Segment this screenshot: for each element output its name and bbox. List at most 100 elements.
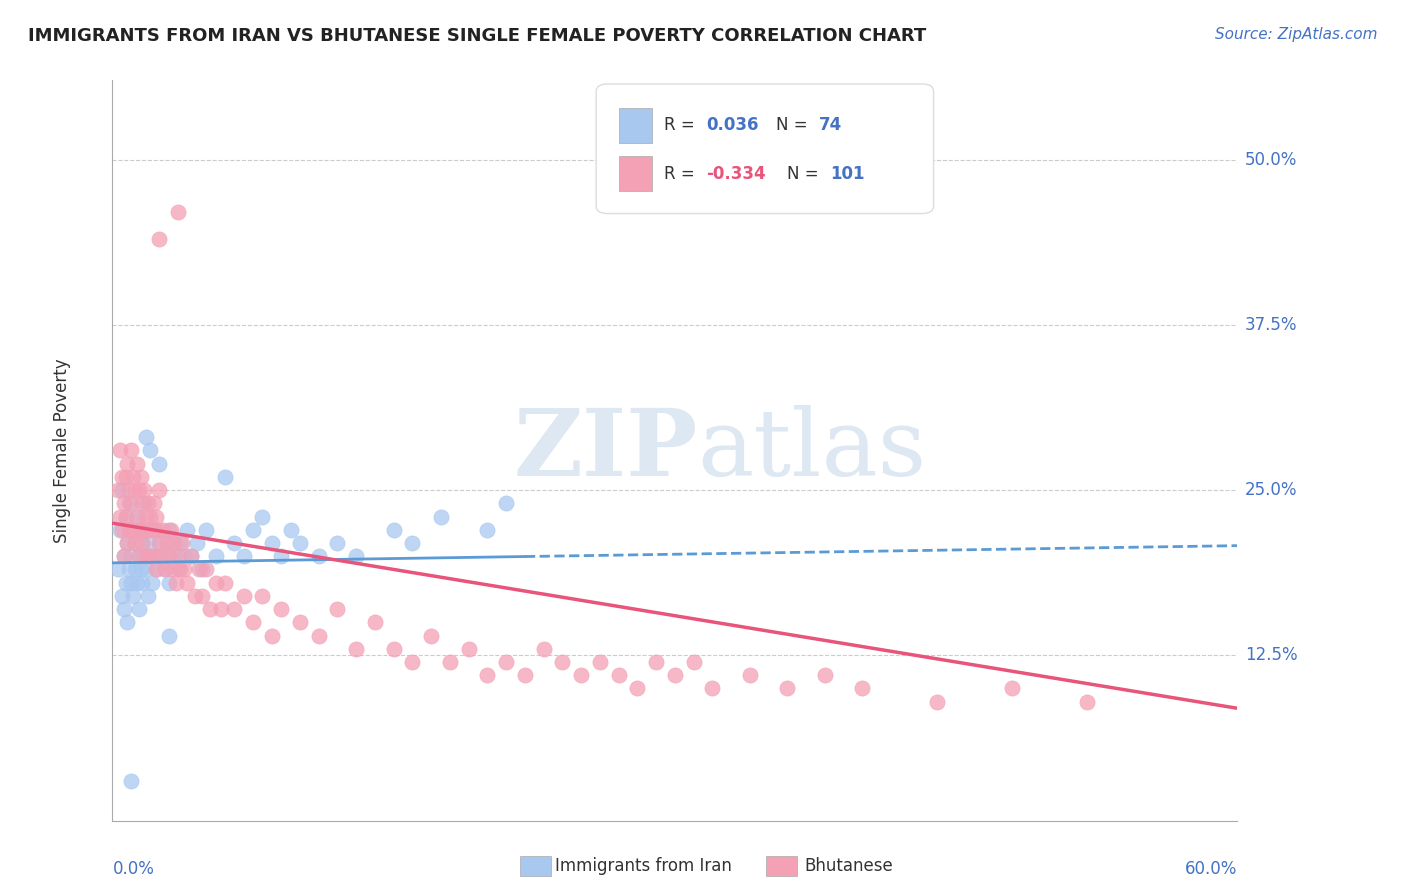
Point [135, 430, 157, 444]
Text: ZIP: ZIP [513, 406, 697, 495]
Point [260, 628, 283, 642]
Point [167, 205, 190, 219]
Point [122, 470, 145, 484]
Text: 50.0%: 50.0% [1244, 151, 1298, 169]
Point [626, 681, 648, 696]
Point [382, 641, 405, 656]
Point [308, 549, 330, 564]
Point [136, 589, 159, 603]
Point [142, 549, 165, 564]
Text: Source: ZipAtlas.com: Source: ZipAtlas.com [1215, 27, 1378, 42]
Point [135, 549, 157, 564]
Point [270, 602, 292, 616]
Text: 25.0%: 25.0% [1244, 481, 1298, 500]
Point [128, 549, 150, 564]
Point [118, 496, 141, 510]
Point [401, 536, 423, 550]
Point [702, 681, 724, 696]
Point [607, 668, 630, 682]
Point [129, 562, 152, 576]
Point [184, 589, 207, 603]
Point [589, 655, 612, 669]
Text: Immigrants from Iran: Immigrants from Iran [555, 857, 733, 875]
Point [128, 602, 150, 616]
Point [118, 562, 141, 576]
Point [148, 232, 170, 246]
Point [204, 575, 226, 590]
Point [139, 549, 162, 564]
Point [136, 523, 159, 537]
Point [344, 641, 367, 656]
Point [364, 615, 387, 630]
Point [326, 602, 349, 616]
Text: 12.5%: 12.5% [1244, 647, 1298, 665]
Point [308, 628, 330, 642]
Point [111, 589, 134, 603]
Text: N =: N = [776, 117, 813, 135]
Point [187, 562, 209, 576]
Point [112, 549, 135, 564]
Point [252, 509, 274, 524]
Point [153, 562, 176, 576]
Point [118, 523, 141, 537]
Point [252, 589, 274, 603]
FancyBboxPatch shape [619, 156, 652, 191]
Point [114, 470, 136, 484]
Point [129, 523, 152, 537]
Point [108, 509, 131, 524]
Point [232, 549, 254, 564]
Point [150, 536, 173, 550]
Point [326, 536, 349, 550]
Point [134, 523, 156, 537]
Point [270, 549, 292, 564]
Point [180, 549, 202, 564]
Point [814, 668, 837, 682]
Point [173, 562, 195, 576]
Point [125, 575, 148, 590]
Point [260, 536, 283, 550]
Point [135, 562, 157, 576]
Point [131, 575, 153, 590]
Point [124, 483, 146, 497]
Point [242, 523, 264, 537]
Point [153, 562, 176, 576]
Point [125, 509, 148, 524]
Text: Single Female Poverty: Single Female Poverty [53, 359, 70, 542]
Point [157, 523, 180, 537]
Point [664, 668, 686, 682]
Point [117, 457, 139, 471]
Point [288, 615, 311, 630]
Point [513, 668, 536, 682]
Point [157, 628, 180, 642]
Point [1076, 695, 1098, 709]
Point [122, 523, 145, 537]
Point [159, 523, 181, 537]
Point [107, 483, 129, 497]
Point [136, 496, 159, 510]
Point [148, 457, 170, 471]
Point [170, 536, 193, 550]
Point [157, 549, 180, 564]
Point [135, 509, 157, 524]
Point [191, 589, 214, 603]
Point [129, 470, 152, 484]
Text: 101: 101 [830, 164, 865, 183]
Point [224, 602, 246, 616]
Point [152, 549, 174, 564]
Point [157, 575, 180, 590]
Text: 0.0%: 0.0% [112, 860, 155, 879]
Point [117, 536, 139, 550]
Point [477, 523, 499, 537]
Point [162, 536, 184, 550]
Text: R =: R = [664, 117, 700, 135]
Point [214, 470, 236, 484]
Point [186, 536, 208, 550]
Point [125, 509, 148, 524]
Point [1001, 681, 1024, 696]
Point [124, 536, 146, 550]
Point [420, 628, 443, 642]
Point [176, 575, 198, 590]
Point [173, 549, 195, 564]
Point [124, 562, 146, 576]
Point [401, 655, 423, 669]
